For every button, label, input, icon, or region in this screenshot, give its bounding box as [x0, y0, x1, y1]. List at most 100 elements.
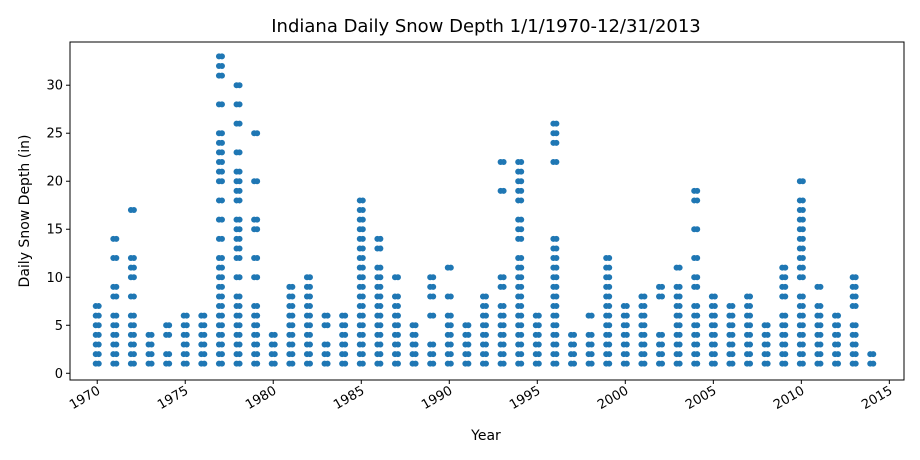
x-tick-label: 2005	[683, 383, 719, 413]
data-point	[764, 322, 771, 329]
data-point	[113, 360, 120, 367]
data-point	[95, 341, 102, 348]
data-point	[852, 283, 859, 290]
data-point	[641, 341, 648, 348]
data-point	[218, 274, 225, 281]
data-point	[518, 322, 525, 329]
data-point	[500, 187, 507, 194]
data-point	[254, 274, 261, 281]
data-point	[430, 360, 437, 367]
data-point	[359, 360, 366, 367]
data-point	[852, 303, 859, 310]
data-point	[606, 341, 613, 348]
data-point	[324, 360, 331, 367]
data-point	[306, 303, 313, 310]
data-point	[641, 322, 648, 329]
data-point	[500, 341, 507, 348]
data-point	[553, 130, 560, 137]
data-point	[271, 341, 278, 348]
data-point	[799, 293, 806, 300]
data-point	[430, 351, 437, 358]
data-point	[166, 322, 173, 329]
data-point	[799, 264, 806, 271]
data-point	[218, 178, 225, 185]
data-point	[394, 303, 401, 310]
data-point	[553, 274, 560, 281]
data-point	[447, 312, 454, 319]
data-point	[236, 226, 243, 233]
data-point	[782, 331, 789, 338]
data-point	[606, 274, 613, 281]
data-point	[113, 293, 120, 300]
data-point	[289, 322, 296, 329]
data-point	[606, 255, 613, 262]
data-point	[183, 331, 190, 338]
data-point	[694, 197, 701, 204]
data-point	[447, 293, 454, 300]
data-point	[236, 255, 243, 262]
data-point	[729, 312, 736, 319]
data-point	[377, 245, 384, 252]
data-point	[306, 322, 313, 329]
data-point	[377, 322, 384, 329]
data-point	[289, 303, 296, 310]
data-point	[500, 351, 507, 358]
data-point	[500, 159, 507, 166]
data-point	[676, 283, 683, 290]
data-point	[377, 303, 384, 310]
data-point	[394, 274, 401, 281]
data-point	[166, 331, 173, 338]
data-point	[218, 63, 225, 70]
data-point	[218, 293, 225, 300]
data-point	[306, 274, 313, 281]
data-point	[183, 351, 190, 358]
data-point	[113, 322, 120, 329]
data-point	[553, 235, 560, 242]
data-point	[571, 351, 578, 358]
data-point	[606, 293, 613, 300]
data-point	[571, 360, 578, 367]
data-point	[218, 303, 225, 310]
data-point	[518, 187, 525, 194]
data-point	[799, 341, 806, 348]
data-point	[482, 360, 489, 367]
data-point	[641, 360, 648, 367]
data-point	[254, 331, 261, 338]
data-point	[236, 351, 243, 358]
data-point	[342, 360, 349, 367]
x-tick-label: 2015	[859, 383, 895, 413]
x-tick-label: 1970	[67, 383, 103, 413]
data-point	[113, 351, 120, 358]
data-point	[659, 293, 666, 300]
data-point	[218, 255, 225, 262]
data-point	[553, 264, 560, 271]
data-point	[518, 341, 525, 348]
data-point	[553, 120, 560, 127]
data-point	[729, 331, 736, 338]
data-point	[465, 322, 472, 329]
data-point	[588, 351, 595, 358]
data-point	[324, 312, 331, 319]
data-point	[870, 360, 877, 367]
data-point	[817, 312, 824, 319]
data-point	[482, 331, 489, 338]
data-point	[254, 360, 261, 367]
data-point	[817, 351, 824, 358]
data-point	[676, 312, 683, 319]
plot-frame	[69, 41, 905, 381]
data-point	[394, 312, 401, 319]
data-point	[342, 322, 349, 329]
data-point	[729, 303, 736, 310]
data-point	[623, 331, 630, 338]
data-point	[799, 216, 806, 223]
x-tick-label: 2010	[771, 383, 807, 413]
data-point	[711, 331, 718, 338]
data-point	[342, 341, 349, 348]
data-point	[236, 149, 243, 156]
x-tick-label: 1985	[331, 383, 367, 413]
data-point	[236, 322, 243, 329]
data-point	[359, 341, 366, 348]
data-point	[852, 274, 859, 281]
data-point	[535, 360, 542, 367]
data-point	[852, 331, 859, 338]
